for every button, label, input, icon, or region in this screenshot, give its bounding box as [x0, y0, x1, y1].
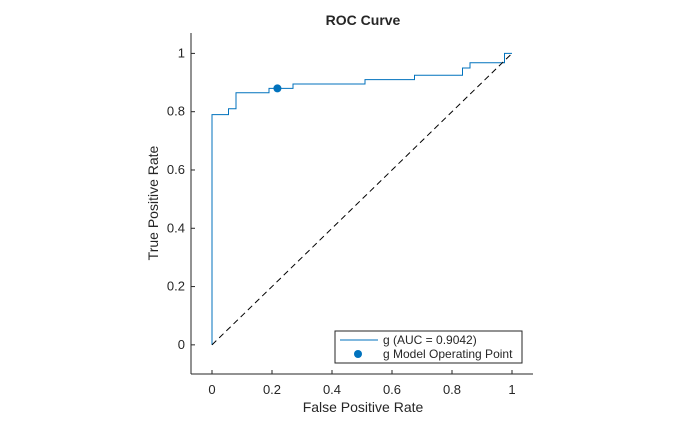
axes: 0 0.2 0.4 0.6 0.8 1 0 0.2 0.4 0.6 0.8 1	[167, 33, 533, 397]
x-ticks: 0 0.2 0.4 0.6 0.8 1	[208, 370, 516, 397]
y-axis-label: True Positive Rate	[145, 145, 161, 260]
legend-box	[334, 330, 523, 364]
y-ticks: 0 0.2 0.4 0.6 0.8 1	[167, 45, 195, 352]
y-tick-label: 0	[178, 337, 185, 352]
x-tick-label: 0.4	[323, 382, 341, 397]
x-tick-label: 0.2	[263, 382, 281, 397]
legend-entry-roc: g (AUC = 0.9042)	[383, 333, 477, 347]
x-axis-label: False Positive Rate	[303, 399, 424, 415]
legend-marker-swatch	[354, 350, 362, 358]
x-tick-label: 0	[208, 382, 215, 397]
y-tick-label: 0.6	[167, 162, 185, 177]
y-tick-label: 0.2	[167, 279, 185, 294]
roc-curve-line	[211, 52, 512, 345]
x-tick-label: 0.8	[443, 382, 461, 397]
operating-point-marker	[273, 84, 282, 93]
x-tick-label: 0.6	[383, 382, 401, 397]
y-tick-label: 1	[178, 45, 185, 60]
x-tick-label: 1	[508, 382, 515, 397]
chart-title: ROC Curve	[326, 12, 401, 28]
y-tick-label: 0.8	[167, 104, 185, 119]
legend-entry-operating-point: g Model Operating Point	[383, 347, 513, 361]
legend: g (AUC = 0.9042) g Model Operating Point	[334, 330, 523, 364]
plot-area	[211, 52, 513, 346]
chance-diagonal-line	[211, 53, 513, 346]
y-tick-label: 0.4	[167, 220, 185, 235]
